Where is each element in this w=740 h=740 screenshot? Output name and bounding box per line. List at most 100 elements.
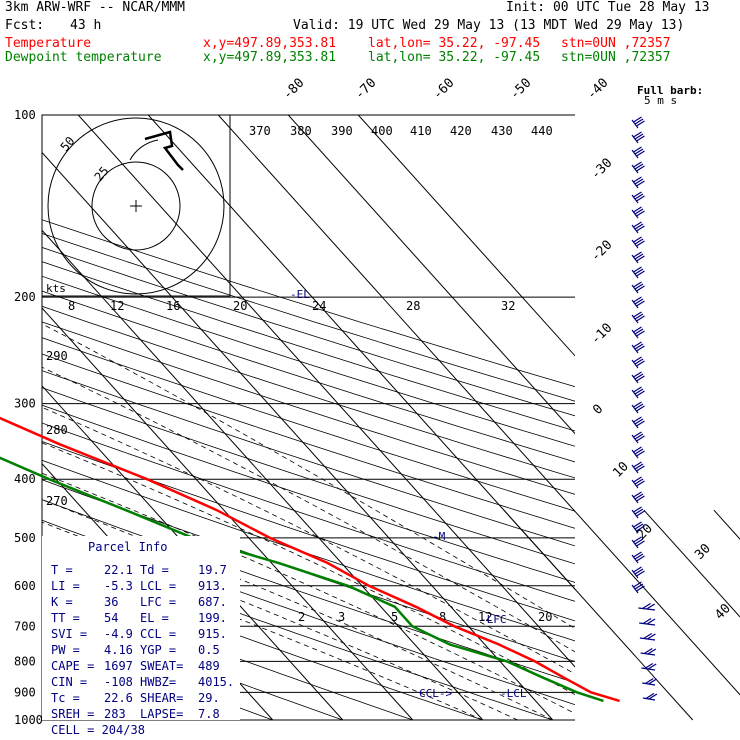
hodograph-frame [41,114,231,297]
mixing-ratio-label: 8 [439,610,446,624]
wind-barb-flag [647,633,656,640]
wind-barb-flag [633,296,642,303]
theta-label: 280 [46,423,68,437]
isotherm-extension [503,509,694,721]
hodograph-scale-label: 32 [501,299,515,313]
wind-barb-flag [643,647,653,655]
dry-adiabat [42,337,575,512]
parcel-param-label: LFC = [140,595,176,609]
hodograph-scale-label: 8 [68,299,75,313]
mixing-ratio-label: 3 [338,610,345,624]
theta-e-label: 440 [531,124,553,138]
wind-barb-flag [634,373,644,380]
wind-barb-flag [636,120,645,127]
wind-barb [631,251,645,264]
hodograph-scale-label: 28 [406,299,420,313]
parcel-info-title: Parcel Info [88,540,167,554]
parcel-param-value: 29. [198,691,220,705]
wind-barb-flag [643,632,652,640]
theta-label: 270 [46,494,68,508]
annotation-m: -M [432,530,446,543]
mixing-ratio-label: 5 [391,610,398,624]
wind-barb-flag [636,390,645,397]
right-isotherm-lines [503,509,740,721]
wind-barb-flag [644,662,654,670]
dry-adiabat [42,305,575,479]
dry-adiabat [42,233,575,402]
temperature-xy: x,y=497.89,353.81 [203,36,337,51]
isotherm-tick-label: 30 [692,541,714,563]
wind-barb-flag [634,388,644,395]
parcel-param-label: SWEAT= [140,659,183,673]
wind-barb-flag [636,270,645,277]
isotherm-tick-label: 10 [610,459,632,481]
parcel-param-label: K = [51,595,73,609]
wind-barb-flag [634,583,644,590]
wind-barb [631,386,645,399]
wind-barb [631,566,645,579]
wind-barb-flag [633,176,642,183]
pressure-tick-label: 700 [14,619,36,633]
wind-barb [631,536,645,549]
hodograph-units: kts [46,282,66,295]
parcel-param-label: LI = [51,579,80,593]
parcel-param-label: LAPSE= [140,707,183,721]
wind-barb-flag [645,692,655,700]
isotherm-line [77,115,575,668]
wind-barb [631,416,645,429]
parcel-param-value: -4.9 [104,627,133,641]
fcst-value: 43 h [70,18,102,33]
parcel-param-value: 4015. [198,675,234,689]
parcel-param-label: SVI = [51,627,87,641]
dewpoint-xy: x,y=497.89,353.81 [203,50,337,65]
wind-barb-flag [634,343,644,350]
parcel-param-label: HWBZ= [140,675,176,689]
wind-barb-flag [633,311,642,318]
hodograph: 50 25 [47,117,225,295]
parcel-param-label: YGP = [140,643,176,657]
annotation-lcl: -LCL [500,687,527,700]
isotherm-tick-label: -40 [584,76,611,103]
wind-barb-flag [634,328,644,335]
wind-barb-flag [634,223,644,230]
wind-barb [631,326,645,339]
pressure-tick-label: 100 [14,108,36,122]
parcel-info-box [42,536,240,720]
hodograph-ring-label: 25 [92,164,112,184]
hodograph-scale-label: 24 [312,299,326,313]
wind-barb [631,296,645,309]
wind-barb-flag [648,678,657,685]
wind-barb-flag [633,416,642,423]
temperature-latlon: lat,lon= 35.22, -97.45 [368,36,541,51]
wind-barb-flag [633,236,642,243]
annotation-lfc: -LFC [480,613,507,626]
wind-barb-flag [634,298,644,305]
wind-barb-flag [642,617,652,625]
wind-barb-flag [633,521,642,528]
wind-barb-flag [634,358,644,365]
wind-barb-flag [633,341,642,348]
isotherm-tick-label: -60 [430,76,457,103]
wind-barb [631,506,645,519]
wind-barb-flag [634,523,644,530]
wind-barb-flag [634,148,644,155]
wind-barb-flag [636,540,645,547]
wind-barb [642,692,658,701]
pressure-tick-label: 500 [14,531,36,545]
dry-adiabat [42,261,575,432]
dewpoint-trace [0,456,604,703]
isotherm-tick-label: -10 [588,321,615,348]
isotherm-line [357,115,575,357]
wind-barb-flag [633,386,642,393]
wind-barb-flag [636,360,645,367]
dewpoint-stn: stn=0UN ,72357 [561,50,671,65]
pressure-tick-label: 1000 [14,713,43,727]
isotherm-tick-label: -70 [352,76,379,103]
hodograph-scale-label: 12 [110,299,124,313]
dry-adiabat [42,219,575,388]
isotherm-tick-label: -30 [588,156,615,183]
hodograph-ring-outer [47,117,225,295]
wind-barb-flag [636,405,645,412]
wind-barb-flag [636,450,645,457]
